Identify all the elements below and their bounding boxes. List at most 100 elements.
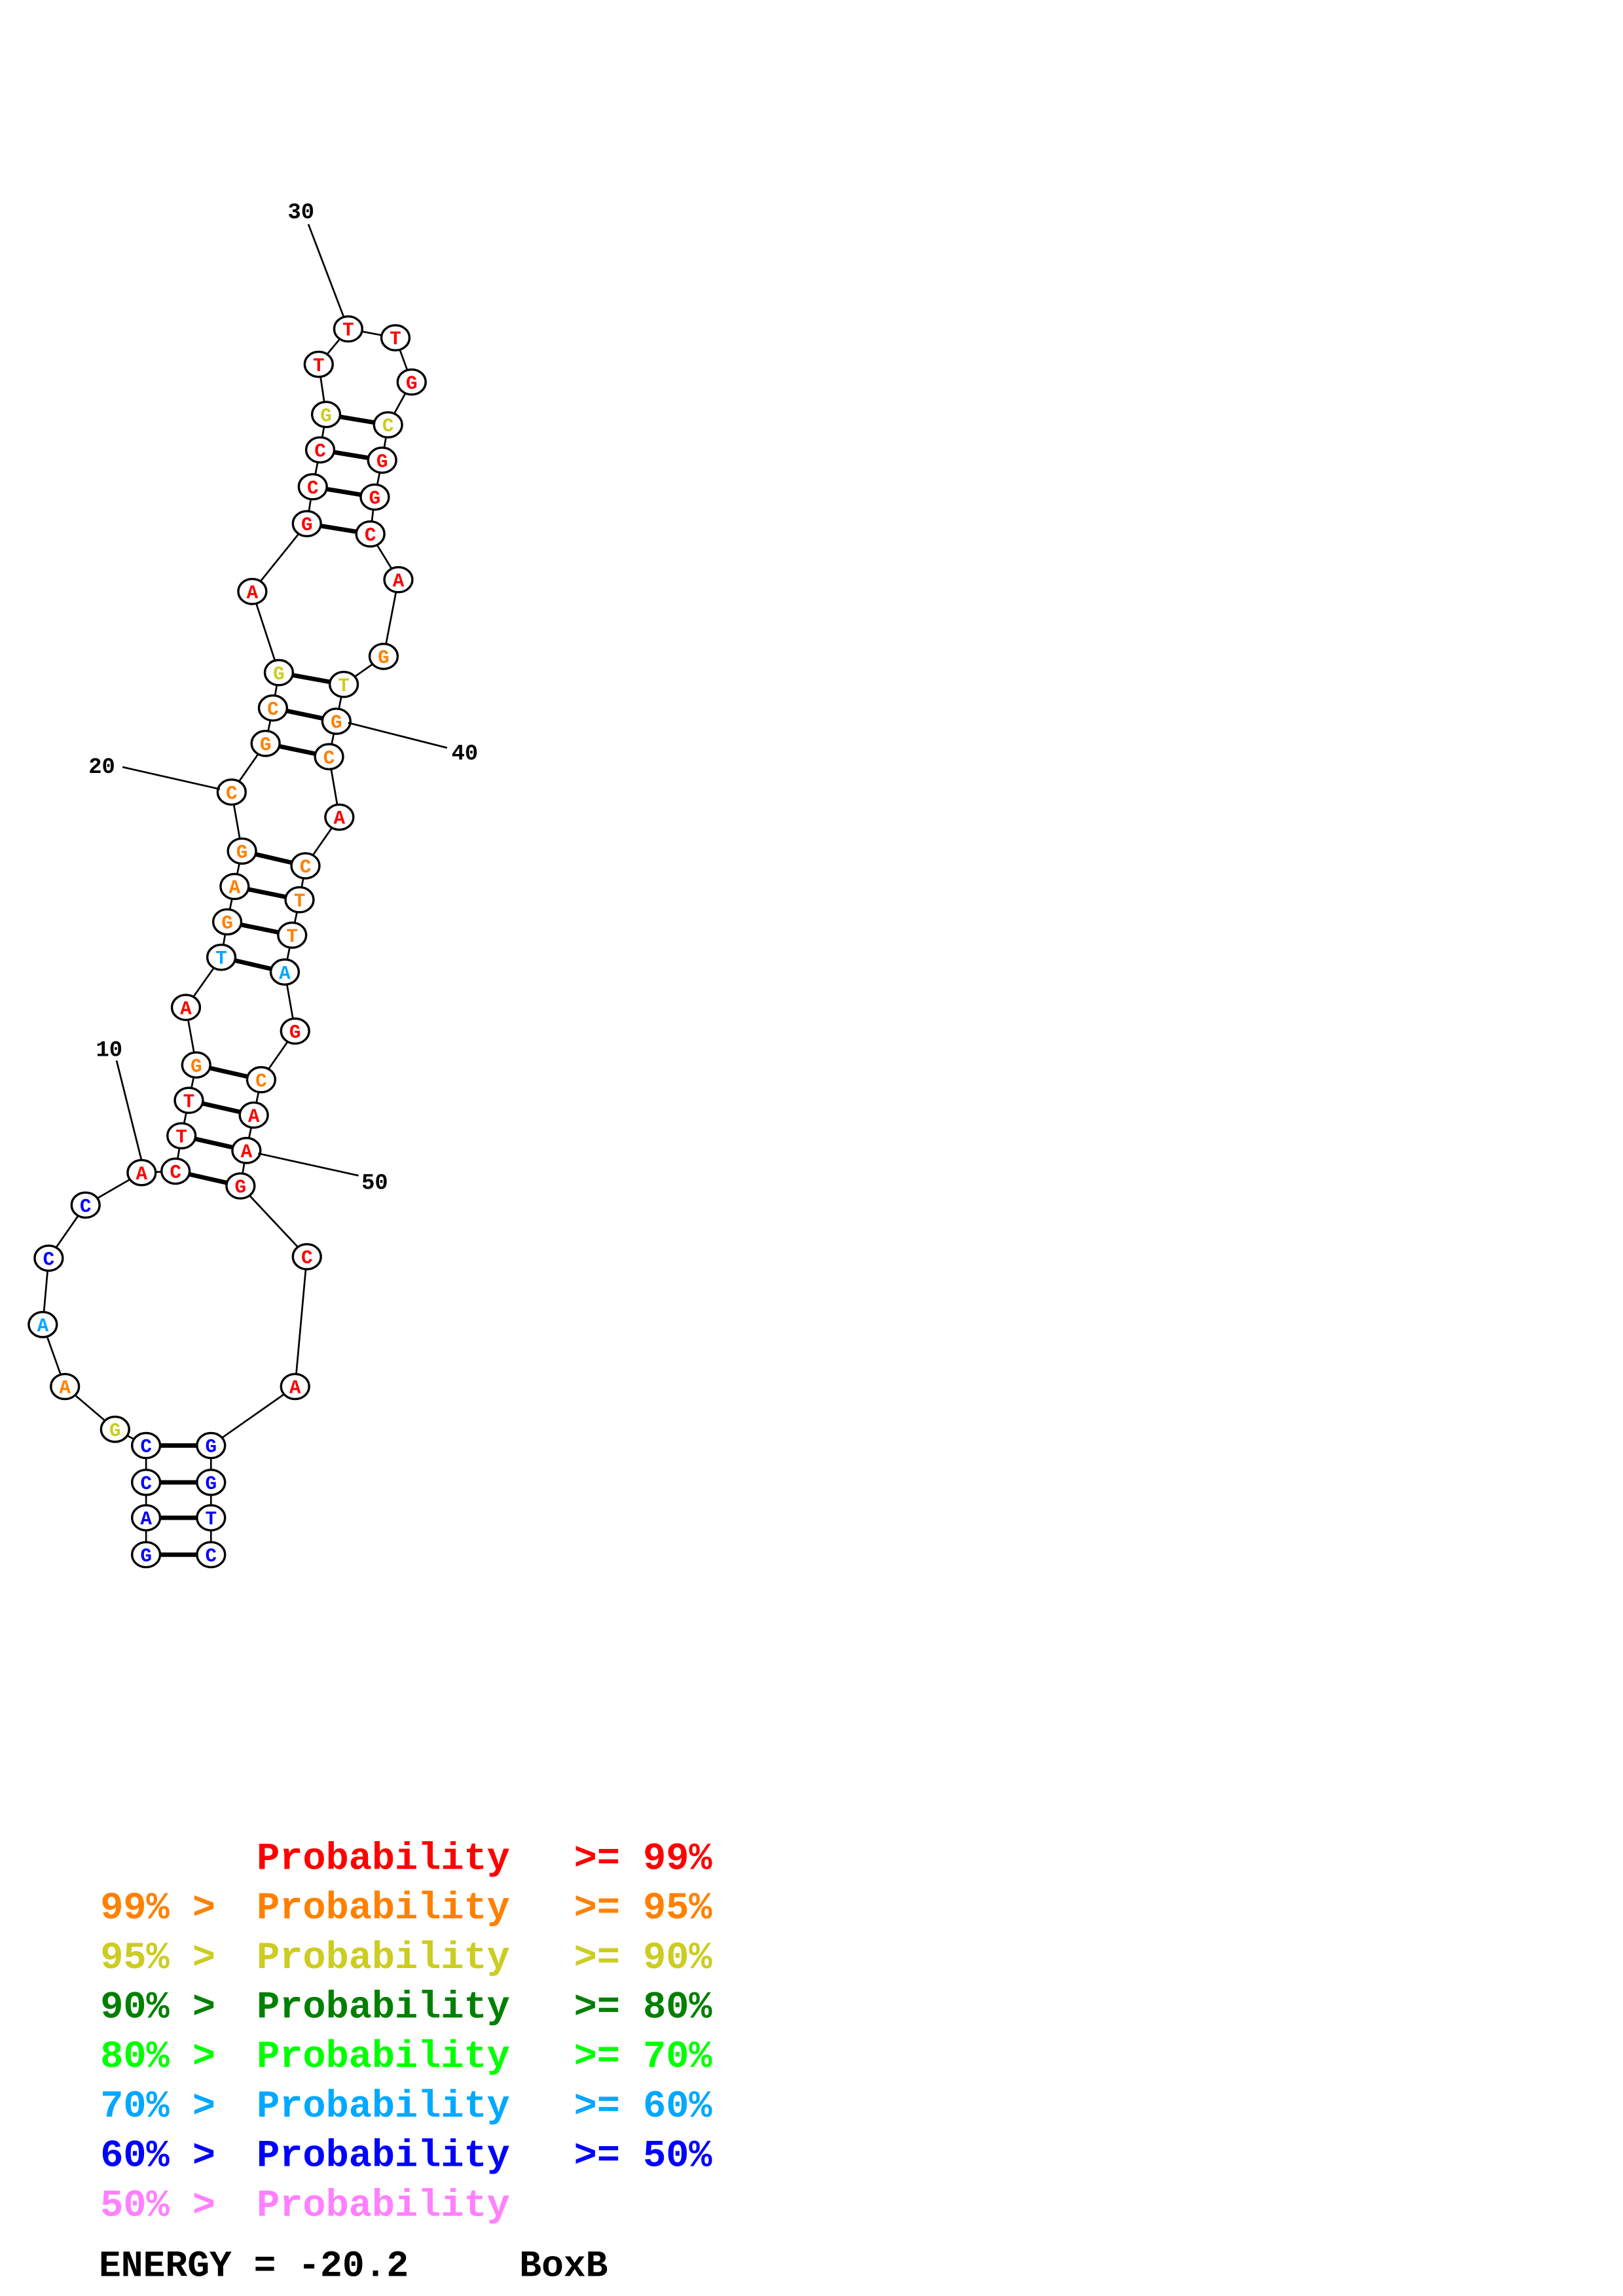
nucleotide-letter: G: [109, 1420, 121, 1442]
nucleotide-13: T: [173, 1086, 204, 1115]
nucleotide-23: G: [263, 658, 295, 687]
nucleotide-32: G: [396, 368, 427, 396]
position-label-leader: [348, 721, 448, 749]
nucleotide-circle: [297, 473, 328, 501]
nucleotide-19: G: [227, 837, 257, 865]
nucleotide-circle: [310, 401, 342, 429]
nucleotide-22: C: [257, 694, 289, 722]
legend-prefix: 80% >: [100, 2035, 215, 2079]
nucleotide-letter: G: [221, 913, 233, 935]
legend: Probability >= 99% 99% > Probability >= 95% 9…: [100, 1837, 712, 2227]
nucleotide-letter: A: [180, 998, 192, 1020]
nucleotide-letter: G: [289, 1022, 301, 1043]
nucleotide-circle: [284, 886, 315, 914]
nucleotide-43: C: [290, 852, 321, 880]
nucleotide-16: T: [206, 943, 237, 971]
legend-suffix: >= 60%: [574, 2085, 713, 2128]
nucleotide-letter: G: [369, 488, 381, 510]
nucleotide-circle: [355, 520, 386, 548]
nucleotide-4: C: [131, 1431, 162, 1460]
nucleotide-10: A: [126, 1158, 157, 1187]
legend-suffix: >= 95%: [574, 1886, 713, 1930]
nucleotide-letter: A: [37, 1316, 49, 1337]
position-label-leader: [307, 224, 345, 318]
nucleotide-letter: A: [248, 1106, 260, 1128]
position-label-20: 20: [88, 755, 115, 780]
nucleotide-circle: [280, 1017, 310, 1045]
backbone-segment: [251, 591, 280, 673]
nucleotide-15: A: [170, 994, 202, 1022]
nucleotide-letter: T: [205, 1509, 217, 1530]
legend-label: Probability: [257, 2035, 510, 2079]
nucleotide-circle: [231, 1136, 262, 1164]
nucleotide-49: A: [238, 1101, 269, 1129]
nucleotide-circle: [380, 324, 411, 351]
nucleotide-34: G: [367, 446, 397, 474]
nucleotide-letter: C: [80, 1196, 92, 1217]
nucleotide-circle: [277, 921, 308, 949]
nucleotide-letter: T: [215, 948, 227, 970]
nucleotide-54: G: [196, 1431, 227, 1460]
nucleotide-letter: T: [294, 891, 306, 912]
nucleotide-letter: T: [390, 329, 401, 350]
nucleotide-28: G: [310, 401, 342, 429]
nucleotide-circle: [373, 411, 403, 439]
nucleotide-circle: [211, 908, 243, 936]
base-pairs: [146, 412, 389, 1557]
position-label-10: 10: [96, 1039, 122, 1064]
nucleotide-circle: [263, 658, 295, 687]
position-label-50: 50: [361, 1171, 388, 1196]
nucleotide-38: G: [368, 643, 399, 670]
nucleotide-57: C: [196, 1541, 227, 1569]
legend-row: 70% > Probability >= 60%: [100, 2085, 712, 2128]
nucleotide-letter: C: [226, 783, 238, 804]
nucleotide-53: A: [280, 1372, 310, 1401]
nucleotide-letter: A: [247, 583, 259, 604]
nucleotide-letter: A: [229, 878, 241, 899]
nucleotide-37: A: [383, 565, 414, 594]
nucleotide-letter: C: [170, 1162, 181, 1184]
nucleotide-40: G: [321, 708, 352, 735]
nucleotide-circle: [359, 483, 390, 511]
nucleotide-circle: [131, 1541, 162, 1569]
nucleotide-circle: [33, 1244, 64, 1272]
legend-row: Probability >= 99%: [257, 1837, 712, 1880]
legend-suffix: >= 50%: [574, 2134, 713, 2178]
nucleotide-letter: T: [286, 926, 298, 948]
nucleotide-circle: [238, 1101, 269, 1129]
nucleotide-circle: [160, 1157, 191, 1185]
nucleotide-circle: [257, 694, 289, 722]
nucleotide-circle: [70, 1191, 101, 1219]
nucleotide-circle: [216, 778, 247, 806]
nucleotide-51: G: [225, 1172, 256, 1200]
legend-row: 95% > Probability >= 90%: [100, 1936, 712, 1980]
nucleotide-letter: T: [313, 355, 325, 377]
nucleotide-circle: [173, 1086, 204, 1115]
nucleotide-letter: A: [289, 1378, 301, 1399]
legend-prefix: 70% >: [100, 2085, 215, 2128]
nucleotide-letter: C: [205, 1545, 217, 1567]
legend-row: 60% > Probability >= 50%: [100, 2134, 712, 2178]
nucleotide-letter: G: [406, 373, 418, 395]
nucleotide-35: G: [359, 483, 390, 511]
nucleotide-letter: G: [378, 647, 390, 669]
position-label-leader: [115, 1060, 143, 1161]
nucleotide-30: T: [333, 315, 363, 343]
position-label-leader: [258, 1153, 359, 1177]
nucleotide-33: C: [373, 411, 403, 439]
nucleotide-letter: A: [393, 571, 405, 592]
nucleotide-1: G: [131, 1541, 162, 1569]
backbone: [42, 328, 413, 1555]
legend-label: Probability: [257, 2183, 510, 2227]
nucleotide-circle: [396, 368, 427, 396]
nucleotide-circle: [383, 565, 414, 594]
nucleotide-circle: [225, 1172, 256, 1200]
legend-prefix: 50% >: [100, 2183, 215, 2227]
nucleotide-circle: [237, 577, 268, 605]
nucleotide-44: T: [284, 886, 315, 914]
legend-prefix: 99% >: [100, 1886, 215, 1930]
nucleotide-55: G: [196, 1469, 227, 1496]
nucleotide-letter: C: [382, 416, 394, 437]
nucleotide-letter: C: [301, 1247, 313, 1269]
